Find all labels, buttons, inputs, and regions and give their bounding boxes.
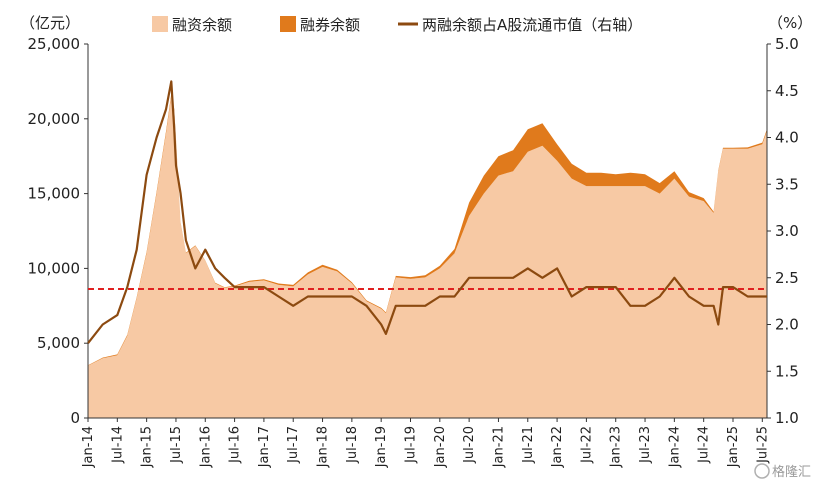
left-tick-label: 15,000 bbox=[28, 185, 81, 203]
x-tick-label: Jul-25 bbox=[755, 426, 770, 464]
x-tick-label: Jan-23 bbox=[609, 426, 624, 468]
right-axis-unit-label: （%） bbox=[768, 14, 812, 32]
watermark: 格隆汇 bbox=[754, 463, 811, 480]
legend-swatch-securities-lending bbox=[280, 16, 296, 32]
left-tick-label: 20,000 bbox=[28, 110, 81, 128]
legend-label-financing: 融资余额 bbox=[172, 16, 232, 34]
plot-area bbox=[87, 44, 768, 419]
watermark-logo-icon bbox=[754, 463, 770, 479]
x-tick-label: Jul-19 bbox=[403, 426, 418, 464]
left-axis-unit-label: （亿元） bbox=[20, 14, 80, 32]
right-tick-label: 3.5 bbox=[775, 175, 799, 193]
right-tick-label: 1.5 bbox=[775, 362, 799, 380]
right-tick-label: 3.0 bbox=[775, 222, 799, 240]
legend-label-ratio: 两融余额占A股流通市值（右轴） bbox=[422, 16, 642, 34]
x-tick-label: Jul-15 bbox=[169, 426, 184, 464]
x-tick-label: Jul-18 bbox=[345, 426, 360, 464]
x-tick-label: Jan-25 bbox=[726, 426, 741, 468]
x-tick-label: Jan-20 bbox=[433, 426, 448, 468]
x-tick-label: Jan-21 bbox=[491, 426, 506, 468]
x-tick-label: Jan-24 bbox=[667, 426, 682, 468]
left-tick-label: 25,000 bbox=[28, 35, 81, 53]
x-tick-label: Jan-16 bbox=[198, 426, 213, 468]
x-tick-label: Jan-19 bbox=[374, 426, 389, 468]
watermark-text: 格隆汇 bbox=[772, 464, 811, 480]
x-tick-label: Jul-24 bbox=[697, 426, 712, 464]
x-axis-ticks: Jan-14 Jul-14 Jan-15 Jul-15 Jan-16 Jul-16 Jan-… bbox=[81, 418, 770, 468]
x-tick-label: Jul-21 bbox=[521, 426, 536, 464]
right-tick-label: 2.0 bbox=[775, 316, 799, 334]
x-tick-label: Jan-15 bbox=[140, 426, 155, 468]
x-tick-label: Jan-17 bbox=[257, 426, 272, 468]
x-tick-label: Jan-18 bbox=[316, 426, 331, 468]
x-tick-label: Jul-16 bbox=[228, 426, 243, 464]
legend: 融资余额 融券余额 两融余额占A股流通市值（右轴） bbox=[152, 16, 642, 34]
x-tick-label: Jul-22 bbox=[579, 426, 594, 464]
legend-label-securities-lending: 融券余额 bbox=[300, 16, 360, 34]
left-axis-ticks: 0 5,000 10,000 15,000 20,000 25,000 bbox=[28, 35, 88, 427]
left-tick-label: 10,000 bbox=[28, 259, 81, 277]
right-tick-label: 1.0 bbox=[775, 409, 799, 427]
ratio-line bbox=[87, 80, 767, 344]
right-tick-label: 2.5 bbox=[775, 269, 799, 287]
financing-balance-area bbox=[88, 96, 767, 419]
x-tick-label: Jan-14 bbox=[81, 426, 96, 468]
right-tick-label: 4.0 bbox=[775, 129, 799, 147]
x-tick-label: Jul-20 bbox=[462, 426, 477, 464]
legend-swatch-financing bbox=[152, 16, 168, 32]
x-tick-label: Jul-23 bbox=[638, 426, 653, 464]
right-axis-ticks: 1.0 1.5 2.0 2.5 3.0 3.5 4.0 4.5 5.0 bbox=[767, 35, 799, 427]
right-tick-label: 5.0 bbox=[775, 35, 799, 53]
x-tick-label: Jul-14 bbox=[110, 426, 125, 464]
right-tick-label: 4.5 bbox=[775, 82, 799, 100]
x-tick-label: Jan-22 bbox=[550, 426, 565, 468]
x-tick-label: Jul-17 bbox=[286, 426, 301, 464]
left-tick-label: 0 bbox=[70, 409, 80, 427]
left-tick-label: 5,000 bbox=[37, 334, 80, 352]
